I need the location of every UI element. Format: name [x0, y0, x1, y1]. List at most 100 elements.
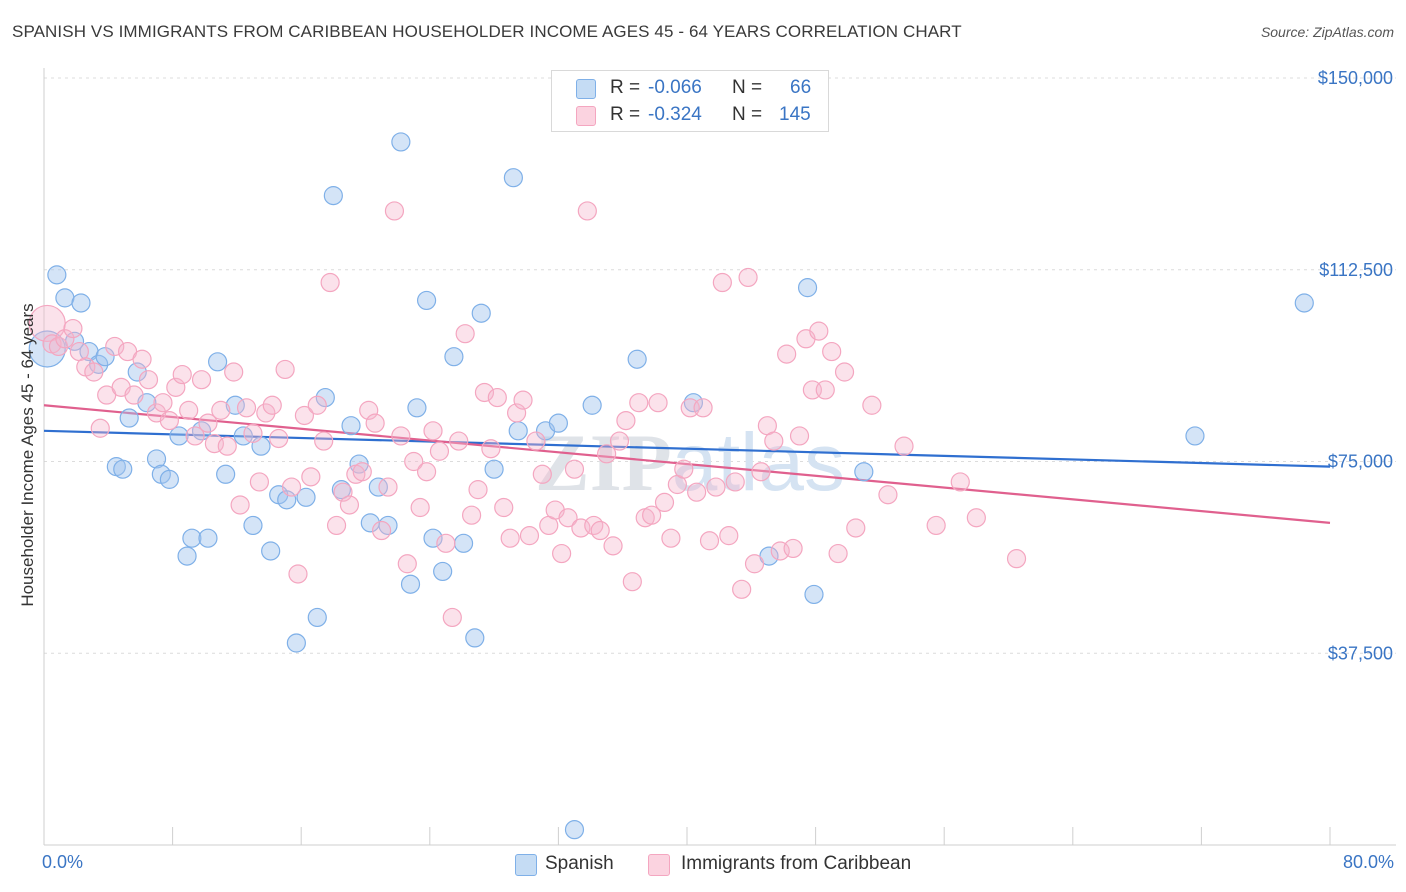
point-spanish: [416, 290, 437, 311]
point-caribbean: [153, 393, 173, 413]
point-caribbean: [878, 485, 898, 505]
point-caribbean: [105, 336, 125, 357]
legend-row-caribbean: R = -0.324 N = 145: [552, 102, 828, 128]
y-tick-labels: $150,000 $112,500 $75,000 $37,500: [1318, 68, 1393, 663]
point-caribbean: [468, 480, 488, 500]
x-tick-label-max: 80.0%: [1342, 852, 1394, 872]
point-caribbean: [281, 477, 302, 497]
point-caribbean: [159, 410, 179, 431]
trend-lines: [43, 404, 1331, 524]
point-spanish: [508, 421, 528, 441]
trend-line-spanish: [43, 429, 1331, 468]
point-caribbean: [185, 426, 205, 446]
point-caribbean: [230, 495, 250, 515]
point-caribbean: [629, 393, 649, 413]
point-caribbean: [455, 324, 475, 344]
point-spanish: [182, 528, 202, 548]
point-spanish: [1185, 426, 1205, 446]
point-spanish: [683, 393, 704, 413]
point-spanish: [465, 628, 485, 648]
y-tick-label: $37,500: [1328, 643, 1393, 663]
point-caribbean: [777, 344, 797, 364]
point-caribbean: [371, 520, 392, 541]
point-spanish: [433, 561, 453, 582]
r-label: R =: [610, 104, 641, 125]
r-value: -0.066: [648, 77, 702, 98]
point-caribbean: [384, 201, 405, 221]
point-caribbean: [815, 380, 835, 400]
point-spanish: [55, 288, 75, 308]
point-caribbean: [365, 413, 385, 433]
legend-label-caribbean: Immigrants from Caribbean: [681, 853, 912, 874]
point-caribbean: [597, 444, 617, 464]
y-axis-title: Householder Income Ages 45 - 64 years: [18, 303, 37, 607]
point-caribbean: [63, 318, 83, 339]
point-caribbean: [124, 385, 144, 405]
point-spanish: [423, 528, 443, 548]
point-caribbean: [558, 508, 578, 528]
point-caribbean: [1006, 549, 1027, 569]
point-caribbean: [564, 459, 585, 479]
point-caribbean: [532, 464, 552, 484]
n-label: N =: [732, 77, 763, 98]
point-spanish: [95, 347, 115, 367]
point-spanish: [349, 454, 369, 474]
n-label: N =: [732, 104, 763, 125]
point-caribbean: [706, 477, 726, 497]
point-spanish: [323, 186, 343, 206]
chart-title: SPANISH VS IMMIGRANTS FROM CARIBBEAN HOU…: [12, 22, 962, 41]
point-caribbean: [654, 492, 675, 513]
point-caribbean: [249, 472, 270, 492]
point-caribbean: [326, 515, 347, 536]
point-caribbean: [846, 518, 866, 538]
point-caribbean: [138, 370, 159, 390]
point-caribbean: [275, 359, 295, 380]
point-caribbean: [603, 536, 623, 556]
point-caribbean: [577, 201, 597, 221]
data-points: [28, 132, 1314, 840]
y-tick-label: $150,000: [1318, 68, 1393, 88]
point-caribbean: [436, 533, 456, 553]
point-spanish: [225, 395, 245, 415]
point-spanish: [1294, 293, 1314, 313]
point-caribbean: [236, 398, 257, 418]
point-caribbean: [719, 526, 739, 546]
point-caribbean: [822, 341, 842, 362]
point-caribbean: [834, 362, 855, 382]
point-caribbean: [809, 321, 829, 341]
point-caribbean: [423, 421, 443, 441]
point-caribbean: [429, 441, 450, 461]
gridlines: [44, 77, 1396, 654]
point-spanish: [119, 408, 139, 428]
point-caribbean: [449, 431, 469, 451]
point-spanish: [208, 352, 228, 372]
point-spanish: [471, 303, 491, 323]
point-caribbean: [243, 423, 263, 443]
trend-line-caribbean: [43, 404, 1331, 524]
point-caribbean: [862, 395, 882, 415]
point-caribbean: [481, 439, 501, 459]
point-spanish: [159, 469, 179, 489]
point-spanish: [216, 464, 236, 484]
point-caribbean: [269, 428, 289, 449]
point-caribbean: [339, 495, 360, 515]
point-caribbean: [764, 431, 784, 451]
point-spanish: [169, 426, 189, 446]
point-caribbean: [732, 579, 752, 599]
point-spanish: [797, 278, 818, 298]
y-tick-label: $112,500: [1319, 260, 1393, 280]
point-caribbean: [55, 329, 75, 349]
point-spanish: [400, 574, 421, 594]
point-caribbean: [474, 382, 495, 403]
point-caribbean: [552, 543, 572, 564]
point-spanish: [627, 349, 647, 369]
point-caribbean: [950, 472, 970, 492]
point-caribbean: [48, 336, 69, 357]
legend-swatch-spanish: [515, 854, 537, 876]
point-caribbean: [404, 451, 424, 472]
point-caribbean: [320, 272, 340, 293]
point-caribbean: [256, 403, 276, 423]
point-caribbean: [410, 497, 430, 518]
source-label: Source: ZipAtlas.com: [1260, 24, 1394, 40]
